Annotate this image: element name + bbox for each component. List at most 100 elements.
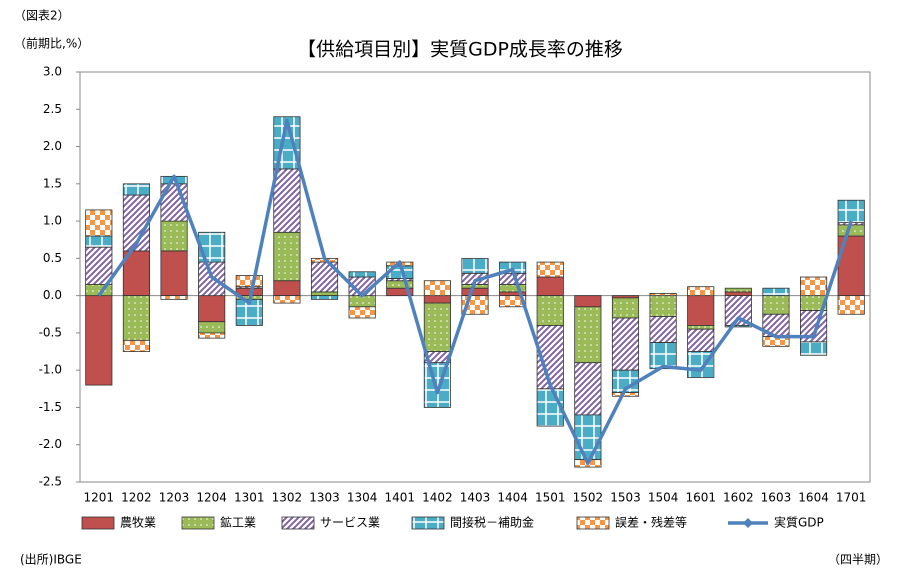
y-tick-label: -2.5 (39, 475, 62, 489)
bar-segment (536, 276, 564, 297)
bar-segment (837, 199, 865, 223)
legend-swatch (576, 516, 610, 530)
x-tick-label: 1604 (798, 491, 829, 505)
bar-segment (273, 231, 301, 282)
bar-segment (687, 286, 715, 297)
bar-segment (160, 220, 188, 252)
y-tick-label: 1.5 (43, 176, 62, 190)
y-tick-label: -2.0 (39, 437, 62, 451)
bar-segment (273, 295, 301, 304)
bar-segment (649, 342, 677, 370)
bar-segment (423, 302, 451, 352)
bar-segment (611, 392, 640, 397)
x-tick-label: 1302 (272, 491, 303, 505)
bar-segment (687, 295, 715, 326)
bar-segment (724, 287, 752, 293)
x-axis-label: （四半期） (828, 553, 888, 567)
bar-segment (800, 341, 828, 356)
bar-segment (724, 291, 752, 297)
y-tick-label: -1.0 (39, 363, 62, 377)
bar-segment (198, 231, 226, 263)
bar-segment (574, 414, 602, 461)
x-tick-label: 1503 (610, 491, 641, 505)
source: (出所)IBGE (20, 553, 82, 567)
x-tick-label: 1501 (535, 491, 566, 505)
bar-segment (235, 275, 263, 288)
legend-label: 間接税－補助金 (450, 515, 534, 530)
x-tick-label: 1402 (422, 491, 453, 505)
bar-segment (85, 209, 113, 237)
bar-segment (122, 339, 150, 352)
y-tick-label: 0.5 (43, 251, 62, 265)
bar-segment (574, 362, 602, 416)
y-axis-label: （前期比,%） (14, 36, 89, 51)
x-tick-label: 1201 (84, 491, 115, 505)
bar-segment (310, 295, 339, 300)
bar-segment (461, 287, 489, 297)
bar-segment (85, 235, 113, 248)
y-tick-label: 0.0 (43, 288, 62, 302)
bar-segment (160, 250, 188, 297)
bar-segment (574, 295, 602, 308)
x-tick-label: 1304 (347, 491, 378, 505)
legend-swatch (281, 516, 315, 530)
bar-segment (574, 306, 602, 364)
bar-segment (536, 388, 564, 427)
bar-segment (122, 194, 150, 252)
legend-label: 農牧業 (120, 516, 156, 530)
x-tick-label: 1502 (573, 491, 604, 505)
legend-label: 誤差・残差等 (615, 515, 687, 530)
bar-segment (800, 276, 828, 297)
bar-segment (687, 328, 715, 352)
x-tick-label: 1602 (723, 491, 754, 505)
x-tick-label: 1203 (159, 491, 190, 505)
legend-swatch (81, 516, 115, 530)
bar-segment (837, 295, 865, 315)
x-tick-label: 1404 (497, 491, 528, 505)
plot-area (79, 71, 871, 483)
figure-label: （図表2） (14, 9, 70, 23)
bar-segment (348, 271, 376, 278)
bar-segment (536, 261, 564, 278)
bar-segment (762, 295, 790, 315)
bar-segment (85, 246, 113, 285)
bar-segment (649, 316, 677, 344)
bar-segment (122, 295, 150, 341)
bar-segment (536, 295, 564, 326)
bar-segment (386, 280, 414, 289)
bar-segment (198, 321, 226, 334)
x-tick-label: 1301 (234, 491, 265, 505)
x-tick-label: 1202 (121, 491, 152, 505)
legend-marker (743, 518, 753, 528)
bar-segment (273, 168, 301, 233)
bar-segment (348, 306, 376, 319)
bar-segment (499, 295, 527, 308)
y-tick-label: 3.0 (43, 65, 62, 79)
bar-segment (649, 292, 677, 297)
bar-segment (423, 280, 451, 297)
x-tick-label: 1601 (685, 491, 716, 505)
bar-segment (85, 295, 113, 386)
y-tick-label: 2.0 (43, 139, 62, 153)
bar-segment (724, 325, 752, 328)
bar-segment (687, 351, 715, 379)
gdp-line (97, 118, 853, 466)
bar-segment (611, 317, 640, 371)
chart-title: 【供給項目別】実質GDP成長率の推移 (297, 39, 623, 61)
x-tick-label: 1401 (384, 491, 415, 505)
y-tick-label: -0.5 (39, 325, 62, 339)
legend-label: 実質GDP (774, 515, 824, 530)
bar-segment (611, 297, 640, 319)
legend-swatch (181, 516, 215, 530)
x-tick-label: 1701 (836, 491, 867, 505)
bar-segment (160, 295, 188, 300)
bar-segment (762, 287, 790, 297)
y-tick-label: -1.5 (39, 400, 62, 414)
bar-segment (687, 325, 715, 330)
bar-segment (273, 280, 301, 297)
bar-segment (310, 291, 339, 297)
x-tick-label: 1204 (196, 491, 227, 505)
y-tick-label: 2.5 (43, 102, 62, 116)
legend-label: 鉱工業 (220, 515, 256, 530)
